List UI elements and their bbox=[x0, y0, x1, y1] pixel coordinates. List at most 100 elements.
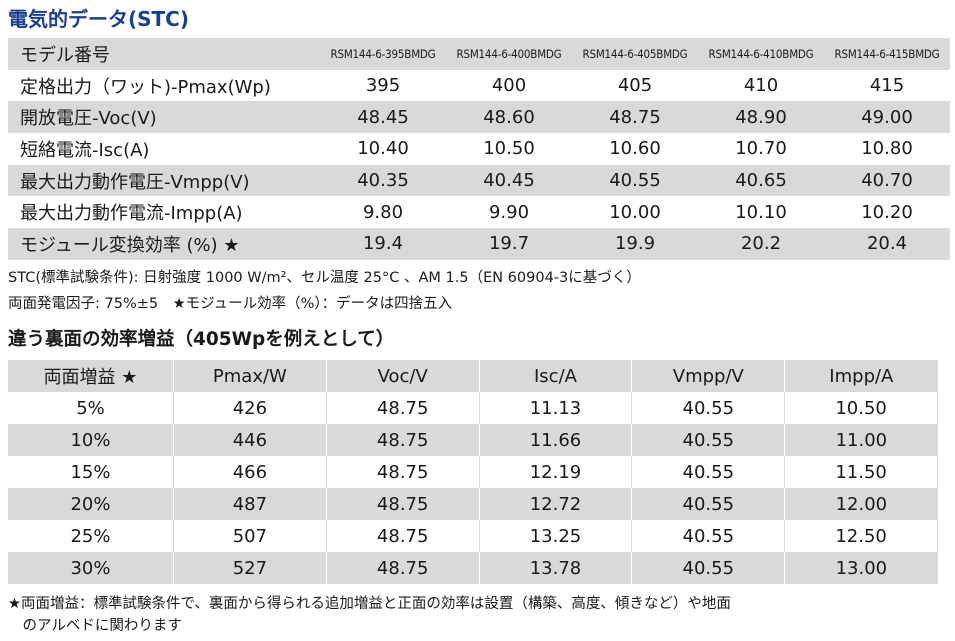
spec-row-label: モジュール変換効率 (%) ★ bbox=[8, 228, 320, 260]
stc-note: STC(標準試験条件): 日射強度 1000 W/m²、セル温度 25°C 、A… bbox=[8, 270, 641, 286]
bifacial-cell: 10.50 bbox=[784, 392, 938, 424]
bifacial-cell: 48.75 bbox=[326, 520, 480, 552]
bifacial-cell: 12.19 bbox=[479, 456, 633, 488]
spec-value-cell: 19.9 bbox=[572, 228, 698, 260]
bifacial-cell: 13.25 bbox=[479, 520, 633, 552]
bifacial-cell: 48.75 bbox=[326, 488, 480, 520]
bifacial-cell: 11.00 bbox=[784, 424, 938, 456]
spec-row-label: 短絡電流-Isc(A) bbox=[8, 133, 320, 165]
spec-value-cell: 10.50 bbox=[446, 133, 572, 165]
bifacial-cell: 30% bbox=[8, 552, 174, 584]
spec-value-cell: 10.40 bbox=[320, 133, 446, 165]
spec-value-cell: 9.90 bbox=[446, 196, 572, 229]
bifacial-row: 20% 487 48.75 12.72 40.55 12.00 bbox=[8, 488, 938, 520]
bifacial-cell: 20% bbox=[8, 488, 174, 520]
bifacial-cell: 487 bbox=[173, 488, 327, 520]
bifacial-cell: 11.66 bbox=[479, 424, 633, 456]
model-number-cell: RSM144-6-410BMDG bbox=[698, 38, 824, 70]
section-title: 電気的データ(STC) bbox=[8, 7, 190, 31]
spec-value-cell: 40.35 bbox=[320, 164, 446, 197]
bifacial-header-cell: Voc/V bbox=[326, 360, 480, 392]
bifacial-cell: 466 bbox=[173, 456, 327, 488]
spec-row: 最大出力動作電圧-Vmpp(V) 40.35 40.45 40.55 40.65 40.7… bbox=[8, 164, 950, 197]
bifacial-cell: 10% bbox=[8, 424, 174, 456]
bifacial-row: 25% 507 48.75 13.25 40.55 12.50 bbox=[8, 520, 938, 552]
bifacial-cell: 426 bbox=[173, 392, 327, 424]
spec-value-cell: 40.65 bbox=[698, 164, 824, 197]
bifacial-cell: 13.78 bbox=[479, 552, 633, 584]
bifacial-cell: 12.50 bbox=[784, 520, 938, 552]
spec-value-cell: 48.60 bbox=[446, 101, 572, 134]
bifacial-cell: 12.72 bbox=[479, 488, 633, 520]
model-number-cell: RSM144-6-415BMDG bbox=[824, 38, 950, 70]
model-number-cell: RSM144-6-405BMDG bbox=[572, 38, 698, 70]
model-number-label: モデル番号 bbox=[8, 38, 320, 70]
bifacial-cell: 11.13 bbox=[479, 392, 633, 424]
bifacial-cell: 40.55 bbox=[631, 424, 786, 456]
spec-value-cell: 40.70 bbox=[824, 164, 950, 197]
spec-value-cell: 400 bbox=[446, 69, 572, 102]
bifacial-cell: 11.50 bbox=[784, 456, 938, 488]
bifacial-cell: 507 bbox=[173, 520, 327, 552]
spec-table: モデル番号 RSM144-6-395BMDG RSM144-6-400BMDG RSM… bbox=[8, 38, 950, 260]
spec-value-cell: 19.7 bbox=[446, 228, 572, 260]
spec-value-cell: 10.60 bbox=[572, 133, 698, 165]
spec-value-cell: 20.2 bbox=[698, 228, 824, 260]
spec-row: 開放電圧-Voc(V) 48.45 48.60 48.75 48.90 49.00 bbox=[8, 101, 950, 134]
bifacial-factor-note: 両面発電因子: 75%±5 ★モジュール効率（%）：データは四捨五入 bbox=[8, 296, 453, 312]
model-number-cell: RSM144-6-395BMDG bbox=[320, 38, 446, 70]
spec-row-label: 最大出力動作電圧-Vmpp(V) bbox=[8, 164, 320, 197]
bifacial-cell: 13.00 bbox=[784, 552, 938, 584]
bifacial-header-cell: Impp/A bbox=[784, 360, 938, 392]
spec-value-cell: 48.90 bbox=[698, 101, 824, 134]
bifacial-header-cell: Isc/A bbox=[479, 360, 633, 392]
bifacial-header-cell: Vmpp/V bbox=[631, 360, 786, 392]
spec-value-cell: 40.45 bbox=[446, 164, 572, 197]
bifacial-cell: 527 bbox=[173, 552, 327, 584]
model-header-row: モデル番号 RSM144-6-395BMDG RSM144-6-400BMDG RSM… bbox=[8, 38, 950, 70]
spec-row: 定格出力（ワット)-Pmax(Wp) 395 400 405 410 415 bbox=[8, 69, 950, 102]
bifacial-cell: 40.55 bbox=[631, 520, 786, 552]
spec-row-label: 開放電圧-Voc(V) bbox=[8, 101, 320, 134]
bifacial-table: 両面増益 ★ Pmax/W Voc/V Isc/A Vmpp/V Impp/A 5% 426… bbox=[8, 360, 938, 584]
spec-row: 最大出力動作電流-Impp(A) 9.80 9.90 10.00 10.10 10.20 bbox=[8, 196, 950, 229]
bifacial-row: 10% 446 48.75 11.66 40.55 11.00 bbox=[8, 424, 938, 456]
spec-value-cell: 10.20 bbox=[824, 196, 950, 229]
bifacial-cell: 25% bbox=[8, 520, 174, 552]
spec-row: モジュール変換効率 (%) ★ 19.4 19.7 19.9 20.2 20.4 bbox=[8, 228, 950, 260]
bifacial-cell: 48.75 bbox=[326, 552, 480, 584]
bifacial-header-row: 両面増益 ★ Pmax/W Voc/V Isc/A Vmpp/V Impp/A bbox=[8, 360, 938, 392]
spec-value-cell: 9.80 bbox=[320, 196, 446, 229]
spec-value-cell: 48.45 bbox=[320, 101, 446, 134]
bifacial-row: 15% 466 48.75 12.19 40.55 11.50 bbox=[8, 456, 938, 488]
spec-value-cell: 10.70 bbox=[698, 133, 824, 165]
spec-value-cell: 48.75 bbox=[572, 101, 698, 134]
bifacial-cell: 48.75 bbox=[326, 392, 480, 424]
bifacial-cell: 12.00 bbox=[784, 488, 938, 520]
spec-value-cell: 405 bbox=[572, 69, 698, 102]
spec-value-cell: 10.00 bbox=[572, 196, 698, 229]
bifacial-row: 5% 426 48.75 11.13 40.55 10.50 bbox=[8, 392, 938, 424]
model-number-cell: RSM144-6-400BMDG bbox=[446, 38, 572, 70]
spec-value-cell: 19.4 bbox=[320, 228, 446, 260]
spec-value-cell: 10.10 bbox=[698, 196, 824, 229]
spec-value-cell: 415 bbox=[824, 69, 950, 102]
bifacial-cell: 5% bbox=[8, 392, 174, 424]
bifacial-cell: 48.75 bbox=[326, 424, 480, 456]
spec-row: 短絡電流-Isc(A) 10.40 10.50 10.60 10.70 10.80 bbox=[8, 133, 950, 165]
bifacial-cell: 15% bbox=[8, 456, 174, 488]
bifacial-row: 30% 527 48.75 13.78 40.55 13.00 bbox=[8, 552, 938, 584]
bifacial-cell: 446 bbox=[173, 424, 327, 456]
bifacial-header-cell: 両面増益 ★ bbox=[8, 360, 174, 392]
footnote-line-1: ★両面増益：標準試験条件で、裏面から得られる追加増益と正面の効率は設置（構築、高… bbox=[8, 596, 731, 612]
bifacial-cell: 40.55 bbox=[631, 552, 786, 584]
spec-row-label: 定格出力（ワット)-Pmax(Wp) bbox=[8, 69, 320, 102]
bifacial-cell: 48.75 bbox=[326, 456, 480, 488]
bifacial-cell: 40.55 bbox=[631, 392, 786, 424]
spec-row-label: 最大出力動作電流-Impp(A) bbox=[8, 196, 320, 229]
bifacial-cell: 40.55 bbox=[631, 456, 786, 488]
spec-value-cell: 40.55 bbox=[572, 164, 698, 197]
spec-value-cell: 20.4 bbox=[824, 228, 950, 260]
bifacial-section-title: 違う裏面の効率増益（405Wpを例えとして） bbox=[8, 329, 395, 350]
bifacial-header-cell: Pmax/W bbox=[173, 360, 327, 392]
